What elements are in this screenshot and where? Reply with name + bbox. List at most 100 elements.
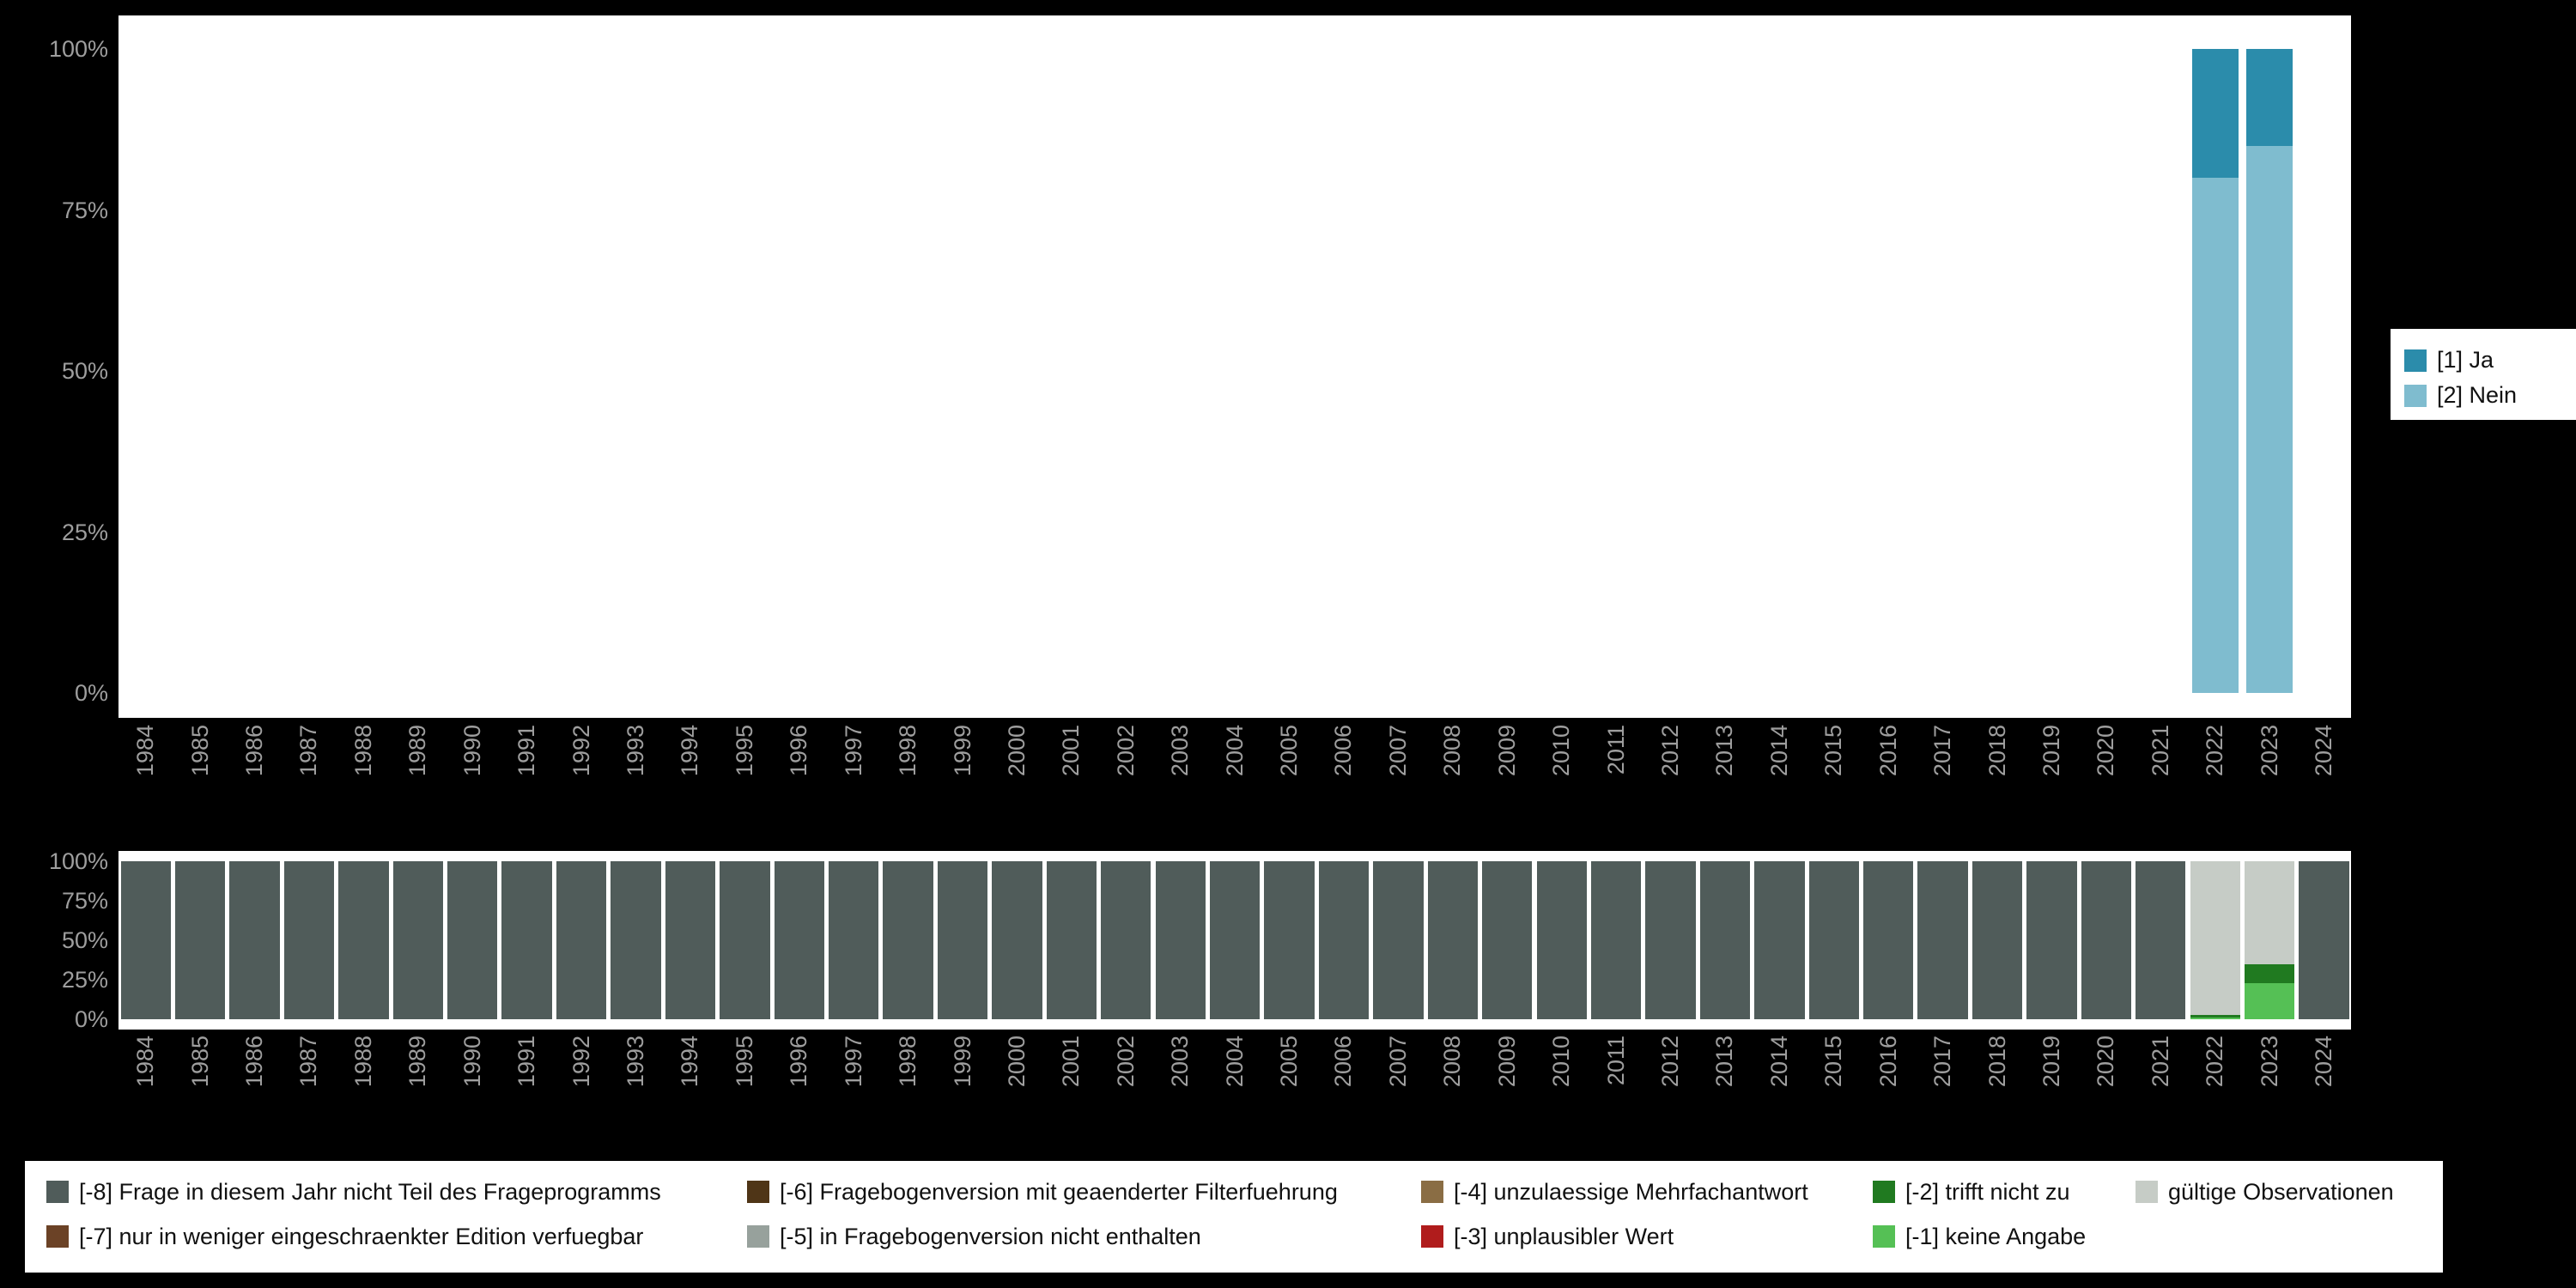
x-tick-cell: 2017 — [1916, 725, 1970, 838]
bar-segment — [1971, 861, 2023, 1019]
legend-swatch-icon — [46, 1225, 69, 1248]
legend-item: [-4] unzulaessige Mehrfachantwort — [1421, 1175, 1808, 1209]
bar-segment — [2026, 861, 2077, 1019]
bar-slot-2010 — [1534, 49, 1589, 693]
x-tick-cell: 1994 — [663, 1036, 717, 1149]
stacked-bar-1991 — [504, 49, 550, 693]
bar-segment — [501, 861, 552, 1019]
stacked-bar-2001 — [1046, 861, 1097, 1019]
x-axis-label: 1996 — [786, 1036, 812, 1088]
x-axis-label: 2013 — [1711, 725, 1738, 777]
bar-segment — [1101, 861, 1151, 1019]
stacked-bar-2009 — [1482, 861, 1533, 1019]
bar-slot-1994 — [663, 49, 717, 693]
y-axis-label: 75% — [61, 197, 108, 223]
x-axis-label: 2009 — [1493, 725, 1520, 777]
bar-segment — [665, 861, 716, 1019]
stacked-bar-2020 — [2083, 49, 2129, 693]
bar-slot-2001 — [1044, 861, 1098, 1019]
x-axis-label: 1995 — [731, 725, 757, 777]
x-axis-label: 2010 — [1548, 725, 1575, 777]
legend-swatch-icon — [2404, 349, 2427, 372]
x-axis-label: 2006 — [1330, 725, 1357, 777]
legend-label: [2] Nein — [2437, 382, 2518, 408]
bar-segment — [556, 861, 607, 1019]
legend-item: [-8] Frage in diesem Jahr nicht Teil des… — [46, 1175, 661, 1209]
y-axis-ticks: 0% 25% 50% 75% 100% 0% 25% 50% 75% 100% — [0, 0, 113, 1288]
bar-slot-2017 — [1916, 861, 1970, 1019]
bar-slot-2024 — [2297, 861, 2351, 1019]
legend-label: [-8] Frage in diesem Jahr nicht Teil des… — [79, 1178, 661, 1205]
x-tick-cell: 2010 — [1534, 725, 1589, 838]
x-tick-cell: 2021 — [2134, 1036, 2188, 1149]
bar-slot-1990 — [446, 861, 500, 1019]
x-tick-cell: 1989 — [391, 1036, 445, 1149]
x-axis-label: 1997 — [840, 1036, 866, 1088]
legend-label: [-6] Fragebogenversion mit geaenderter F… — [780, 1178, 1338, 1205]
x-tick-cell: 1987 — [282, 1036, 336, 1149]
bar-slot-2020 — [2079, 49, 2133, 693]
bar-segment — [392, 861, 443, 1019]
bar-slot-2016 — [1862, 861, 1916, 1019]
stacked-bar-1990 — [447, 861, 498, 1019]
legend-item: [2] Nein — [2391, 378, 2576, 413]
bar-slot-1990 — [446, 49, 500, 693]
x-axis-label: 1993 — [623, 1036, 648, 1088]
bar-slot-2019 — [2025, 861, 2079, 1019]
x-tick-cell: 2022 — [2188, 725, 2242, 838]
x-axis-label: 2002 — [1112, 1036, 1139, 1088]
bar-slot-2013 — [1698, 49, 1752, 693]
bar-slot-1996 — [772, 861, 826, 1019]
x-axis-label: 2003 — [1167, 1036, 1194, 1088]
x-axis-label: 1991 — [513, 725, 540, 777]
bar-slot-1998 — [881, 49, 935, 693]
stacked-bar-1987 — [286, 49, 332, 693]
x-axis-label: 2017 — [1929, 1036, 1956, 1088]
stacked-bar-2023 — [2246, 49, 2293, 693]
x-tick-cell: 2024 — [2297, 1036, 2351, 1149]
legend-label: [-4] unzulaessige Mehrfachantwort — [1454, 1178, 1808, 1205]
legend-label: gültige Observationen — [2168, 1178, 2394, 1205]
bar-segment — [2190, 1014, 2240, 1018]
stacked-bar-1988 — [338, 861, 389, 1019]
x-axis-label: 2001 — [1058, 1036, 1084, 1088]
bar-segment — [883, 861, 933, 1019]
stacked-bar-2004 — [1209, 861, 1261, 1019]
x-axis-label: 1987 — [295, 1036, 322, 1088]
bar-slot-2003 — [1153, 861, 1207, 1019]
stacked-bar-1999 — [937, 861, 988, 1019]
missing-values-legend: [-8] Frage in diesem Jahr nicht Teil des… — [25, 1161, 2443, 1273]
x-axis-label: 2011 — [1602, 1036, 1629, 1086]
x-tick-cell: 1987 — [282, 725, 336, 838]
bar-slot-1986 — [228, 861, 282, 1019]
stacked-bar-1998 — [883, 861, 933, 1019]
bar-slot-2023 — [2242, 49, 2296, 693]
x-tick-cell: 1991 — [500, 1036, 554, 1149]
x-tick-cell: 1996 — [772, 725, 826, 838]
legend-item: [1] Ja — [2391, 343, 2576, 378]
x-axis-label: 2018 — [1984, 1036, 2010, 1088]
bar-slot-2011 — [1589, 861, 1643, 1019]
stacked-bar-2002 — [1101, 861, 1151, 1019]
bar-slot-1984 — [118, 49, 173, 693]
stacked-bar-2022 — [2191, 49, 2239, 693]
bar-slot-1987 — [282, 861, 336, 1019]
legend-swatch-icon — [747, 1181, 769, 1203]
bar-slot-1985 — [173, 861, 227, 1019]
x-tick-cell: 2002 — [1099, 1036, 1153, 1149]
bar-segment — [120, 861, 171, 1019]
x-tick-cell: 2009 — [1480, 1036, 1534, 1149]
bar-slot-2008 — [1425, 49, 1479, 693]
y-axis-label: 25% — [61, 519, 108, 545]
bar-segment — [2081, 861, 2132, 1019]
x-axis-label: 1984 — [132, 1036, 159, 1088]
x-axis-label: 2024 — [2311, 725, 2337, 777]
x-axis-label: 2020 — [2093, 725, 2119, 777]
stacked-bar-2001 — [1048, 49, 1095, 693]
x-tick-cell: 2013 — [1698, 1036, 1752, 1149]
x-tick-cell: 2015 — [1807, 1036, 1861, 1149]
x-tick-cell: 2001 — [1044, 725, 1098, 838]
stacked-bar-2023 — [2244, 861, 2295, 1019]
x-axis-label: 1996 — [786, 725, 812, 777]
